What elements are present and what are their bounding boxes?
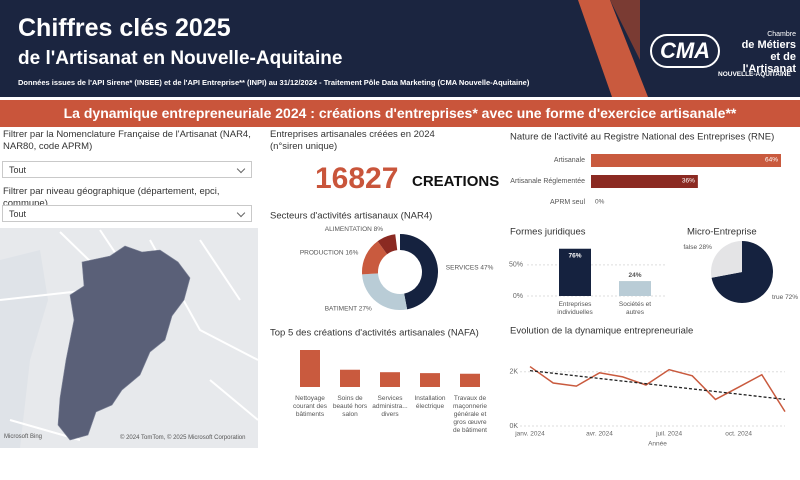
slice-label: true 72% <box>772 294 798 301</box>
bar-category: APRM seul <box>550 199 585 206</box>
slice-category: SERVICES <box>446 264 479 271</box>
slice-value: 16% <box>345 249 358 256</box>
bar <box>380 372 400 387</box>
logo-mark: CMA <box>650 34 720 68</box>
y-tick-label: 0% <box>513 293 523 300</box>
bar-value: 24% <box>628 272 641 279</box>
slice-label: false 28% <box>683 244 712 251</box>
filter-label: Filtrer par la Nomenclature Française de… <box>3 129 251 152</box>
bar-value: 36% <box>682 178 695 185</box>
x-tick-label: juil. 2024 <box>655 431 682 438</box>
header-title: Chiffres clés 2025 <box>18 14 231 42</box>
slice-category: false <box>683 244 697 251</box>
bar-value: 0% <box>595 199 605 206</box>
slice-category: true <box>772 294 784 301</box>
slice-value: 72% <box>785 294 798 301</box>
map-brand: Microsoft Bing <box>4 434 43 440</box>
kpi-label: Entreprises artisanales créées en 2024 (… <box>270 129 435 152</box>
bar-category: Nettoyage courant des bâtiments <box>293 395 327 418</box>
x-tick-label: avr. 2024 <box>586 431 613 438</box>
banner-background <box>0 100 800 127</box>
x-tick-label: oct. 2024 <box>725 431 752 438</box>
y-tick-label: 50% <box>509 262 523 269</box>
logo-line: de Métiers <box>741 39 796 51</box>
slice-category: PRODUCTION <box>300 249 344 256</box>
slice-category: ALIMENTATION <box>325 226 372 233</box>
slice-category: BATIMENT <box>325 305 357 312</box>
bar-category: Artisanale Réglementée <box>510 178 585 185</box>
slice <box>400 234 439 310</box>
logo-line: et de l'Artisanat <box>742 51 796 75</box>
logo-line: Chambre <box>767 31 796 38</box>
line <box>529 365 786 413</box>
header-decoration <box>610 0 640 60</box>
bar-category: Soins de beauté hors salon <box>332 395 368 418</box>
filter-dropdown[interactable]: Tout <box>2 205 252 222</box>
kpi-unit: CREATIONS <box>412 173 500 190</box>
slice-label: PRODUCTION 16% <box>300 249 359 256</box>
chart-title: Evolution de la dynamique entrepreneuria… <box>510 326 693 337</box>
kpi-value: 16827 <box>315 162 399 195</box>
filter-label: Filtrer par niveau géographique (départe… <box>3 186 220 209</box>
bar-category: Services administra... divers <box>372 395 408 418</box>
x-axis-title: Année <box>648 441 667 448</box>
y-tick-label: 2K <box>509 369 518 376</box>
slice <box>377 234 398 255</box>
slice-label: ALIMENTATION 8% <box>325 226 384 233</box>
bar <box>340 369 360 387</box>
slice-value: 28% <box>699 244 712 251</box>
bar-category: Travaux de maçonnerie générale et gros œ… <box>453 395 487 434</box>
slice <box>362 273 408 311</box>
slice <box>711 241 742 278</box>
chart-title: Micro-Entreprise <box>687 227 757 238</box>
map-attribution: © 2024 TomTom, © 2025 Microsoft Corporat… <box>120 435 246 441</box>
header-source: Données issues de l'API Sirene* (INSEE) … <box>18 78 530 87</box>
chart-title: Formes juridiques <box>510 227 586 238</box>
map <box>0 228 259 448</box>
bar-value: 64% <box>765 157 778 164</box>
slice-value: 47% <box>480 264 493 271</box>
trend-line <box>529 369 786 401</box>
bar-category: Installation électrique <box>414 395 446 410</box>
bar <box>460 373 480 387</box>
bar <box>591 154 781 167</box>
header-subtitle: de l'Artisanat en Nouvelle-Aquitaine <box>18 48 343 69</box>
slice-value: 8% <box>374 226 384 233</box>
bar <box>559 248 591 296</box>
bar-category: Sociétés et autres <box>618 301 652 316</box>
chart-title: Top 5 des créations d'activités artisana… <box>270 328 479 339</box>
bar <box>591 175 698 188</box>
chart-title: Nature de l'activité au Registre Nationa… <box>510 132 774 143</box>
chart-title: Secteurs d'activités artisanaux (NAR4) <box>270 211 432 222</box>
slice <box>361 241 388 275</box>
header-decoration <box>578 0 648 97</box>
y-tick-label: 0K <box>509 423 518 430</box>
bar <box>420 373 440 387</box>
bar-category: Entreprises individuelles <box>557 301 593 316</box>
logo-lines: Chambre de Métiers et de l'Artisanat <box>724 30 796 75</box>
slice-label: SERVICES 47% <box>446 264 494 271</box>
logo-region: NOUVELLE-AQUITAINE <box>718 71 791 78</box>
map-region <box>57 245 191 441</box>
slice-label: BATIMENT 27% <box>325 305 372 312</box>
x-tick-label: janv. 2024 <box>514 431 545 438</box>
bar <box>300 350 320 387</box>
bar-category: Artisanale <box>554 157 585 164</box>
filter-dropdown[interactable]: Tout <box>2 161 252 178</box>
bar-value: 76% <box>568 252 581 259</box>
slice <box>711 240 774 303</box>
bar <box>619 281 651 296</box>
slice-value: 27% <box>359 305 372 312</box>
banner: La dynamique entrepreneuriale 2024 : cré… <box>63 105 737 121</box>
